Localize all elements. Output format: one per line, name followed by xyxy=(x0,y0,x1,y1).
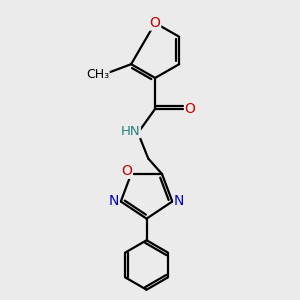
Text: CH₃: CH₃ xyxy=(86,68,109,81)
Text: O: O xyxy=(150,16,160,30)
Text: O: O xyxy=(185,102,196,116)
Text: HN: HN xyxy=(121,124,140,138)
Text: N: N xyxy=(109,194,119,208)
Text: N: N xyxy=(174,194,184,208)
Text: O: O xyxy=(122,164,132,178)
